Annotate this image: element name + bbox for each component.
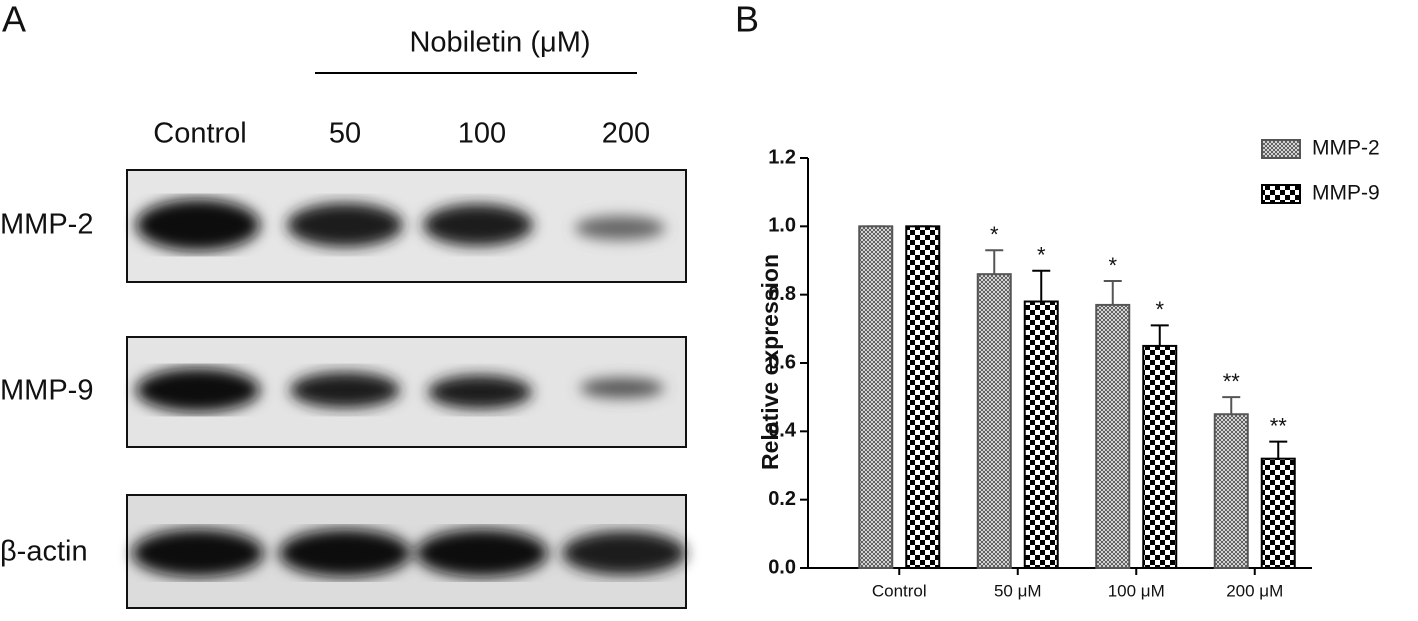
significance: * — [990, 222, 999, 247]
x-tick-label: 200 μM — [1226, 581, 1283, 600]
panel-a: A Nobiletin (μM) Control 50 100 200 MMP-… — [0, 0, 687, 609]
y-tick-label: 0.4 — [768, 420, 797, 442]
y-tick-label: 0.2 — [768, 488, 796, 510]
y-axis-label: Relative expression — [757, 254, 783, 470]
legend-swatch — [1261, 184, 1301, 204]
y-tick-label: 1.0 — [768, 215, 796, 237]
panel-label: A — [2, 0, 26, 40]
x-tick-label: 50 μM — [994, 581, 1042, 600]
x-tick-label: Control — [872, 581, 927, 600]
blot-actin — [126, 494, 687, 609]
y-tick-label: 0.0 — [768, 556, 796, 578]
bar — [858, 225, 894, 569]
y-tick-label: 1.2 — [768, 146, 796, 168]
lane-label: 50 — [329, 118, 361, 150]
lane-label: 100 — [458, 118, 506, 150]
significance: * — [1037, 243, 1046, 268]
bar — [1023, 300, 1059, 569]
lane-label: Control — [153, 118, 247, 150]
bar — [905, 225, 941, 569]
treatment-label: Nobiletin (μM) — [409, 27, 590, 59]
y-tick-label: 0.8 — [768, 283, 796, 305]
legend-label: MMP-9 — [1312, 182, 1380, 205]
lane-label: 200 — [602, 118, 650, 150]
x-tick-label: 100 μM — [1108, 581, 1165, 600]
y-tick-label: 0.6 — [768, 351, 796, 373]
row-label: MMP-2 — [0, 209, 93, 241]
significance: ** — [1223, 369, 1241, 394]
legend-swatch — [1261, 139, 1301, 159]
legend-label: MMP-2 — [1312, 137, 1380, 160]
bar — [1095, 303, 1131, 569]
significance: ** — [1270, 413, 1288, 438]
significance: * — [1155, 297, 1164, 322]
bar — [1142, 344, 1178, 569]
panel-label: B — [735, 0, 759, 40]
blot-mmp9 — [126, 336, 687, 448]
blot-mmp2 — [126, 169, 687, 283]
bar — [1260, 457, 1296, 569]
bar — [976, 273, 1012, 569]
bar — [1213, 413, 1249, 569]
row-label: β-actin — [0, 536, 88, 568]
significance: * — [1108, 253, 1117, 278]
row-label: MMP-9 — [0, 375, 93, 407]
